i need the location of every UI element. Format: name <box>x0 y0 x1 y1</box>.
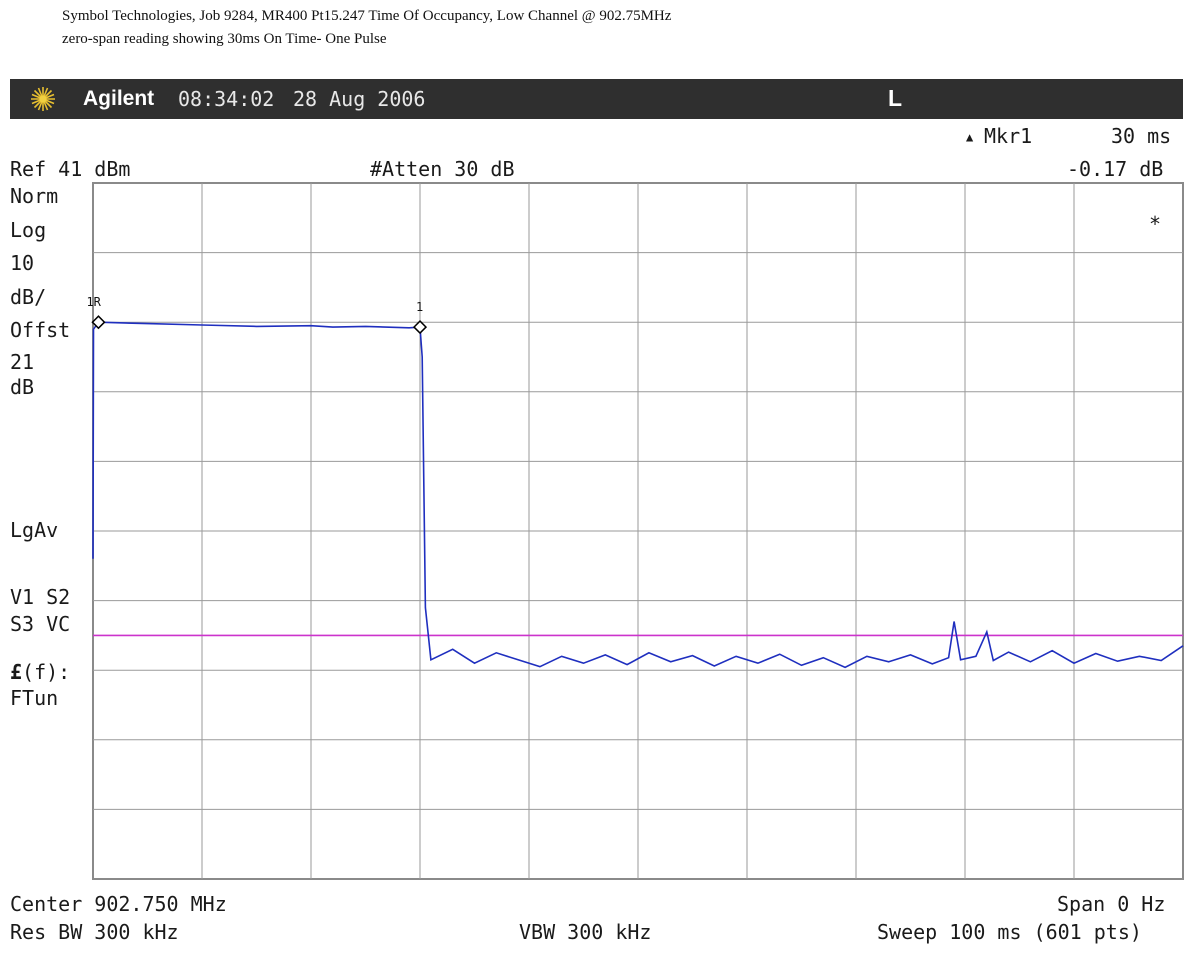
local-flag: L <box>888 85 903 111</box>
caption-line-1: Symbol Technologies, Job 9284, MR400 Pt1… <box>62 8 672 24</box>
offset-value: 21 <box>10 350 35 374</box>
reference-marker-label: 1R <box>86 295 101 309</box>
function-symbol: £ <box>10 660 23 684</box>
delta-marker <box>412 320 428 335</box>
header-time: 08:34:02 <box>178 87 275 111</box>
reference-marker <box>91 315 106 330</box>
scale-value: 10 <box>10 251 35 275</box>
ftun-label: FTun <box>10 686 59 710</box>
offset-unit: dB <box>10 375 35 399</box>
graticule <box>93 183 1183 879</box>
brand-label: Agilent <box>83 87 155 110</box>
agilent-starburst-icon <box>31 87 55 111</box>
center-frequency: Center 902.750 MHz <box>10 892 227 916</box>
log-label: Log <box>10 218 47 242</box>
asterisk-indicator: * <box>1149 212 1162 236</box>
trace-series-line <box>92 321 1184 669</box>
scale-unit: dB/ <box>10 285 47 309</box>
sweep: Sweep 100 ms (601 pts) <box>877 920 1142 944</box>
instrument-header-bar: Agilent 08:34:02 28 Aug 2006 L <box>10 79 1183 119</box>
function-label: £(f): <box>10 660 70 684</box>
ref-level: Ref 41 dBm <box>10 157 131 181</box>
s3-vc-label: S3 VC <box>10 612 71 636</box>
average-label: LgAv <box>10 518 59 542</box>
delta-marker-icon: ▲ <box>966 130 974 144</box>
marker-delta-time: 30 ms <box>1111 124 1172 148</box>
v1-s2-label: V1 S2 <box>10 585 71 609</box>
offset-label: Offst <box>10 318 71 342</box>
marker-label: Mkr1 <box>984 124 1033 148</box>
caption-line-2: zero-span reading showing 30ms On Time- … <box>62 31 387 47</box>
span: Span 0 Hz <box>1057 892 1166 916</box>
header-date: 28 Aug 2006 <box>293 87 426 111</box>
delta-marker-label: 1 <box>416 300 423 314</box>
function-arg: (f): <box>22 660 71 684</box>
marker-delta-level: -0.17 dB <box>1067 157 1164 181</box>
norm-label: Norm <box>10 184 59 208</box>
attenuation: #Atten 30 dB <box>370 157 515 181</box>
vbw: VBW 300 kHz <box>519 920 652 944</box>
res-bw: Res BW 300 kHz <box>10 920 179 944</box>
